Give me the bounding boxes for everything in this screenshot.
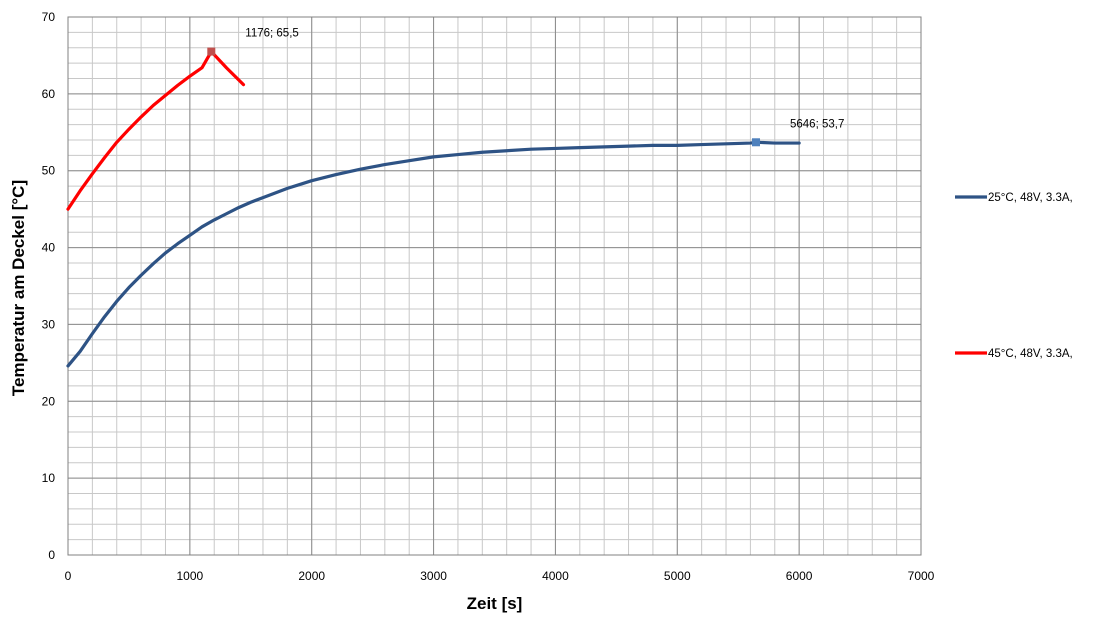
legend: 25°C, 48V, 3.3A, 45°C, 48V, 3.3A, — [955, 192, 1073, 360]
x-tick-label: 5000 — [664, 569, 691, 583]
plot-area-border — [67, 16, 922, 556]
series-line-1 — [66, 49, 246, 211]
annotation-label-1: 5646; 53,7 — [790, 118, 844, 130]
y-axis-title: Temperatur am Deckel [°C] — [9, 180, 28, 396]
y-tick-label: 30 — [42, 317, 56, 331]
y-tick-label: 60 — [42, 87, 56, 101]
x-tick-label: 1000 — [177, 569, 204, 583]
annotation-label-0: 1176; 65,5 — [245, 28, 299, 40]
data-annotations: 1176; 65,5 5646; 53,7 — [207, 28, 844, 147]
x-axis-tick-labels: 0 1000 2000 3000 4000 5000 6000 7000 — [65, 569, 935, 583]
y-tick-label: 0 — [48, 548, 55, 562]
legend-label-1: 45°C, 48V, 3.3A, — [988, 348, 1073, 360]
y-tick-label: 40 — [42, 241, 56, 255]
minor-gridlines — [67, 16, 922, 556]
x-tick-label: 4000 — [542, 569, 569, 583]
y-axis-tick-labels: 0 10 20 30 40 50 60 70 — [42, 10, 56, 562]
y-tick-label: 50 — [42, 164, 56, 178]
annotation-marker-0 — [207, 47, 216, 56]
x-tick-label: 2000 — [298, 569, 325, 583]
x-tick-label: 6000 — [786, 569, 813, 583]
y-tick-label: 20 — [42, 394, 56, 408]
y-tick-label: 70 — [42, 10, 56, 24]
x-axis-title: Zeit [s] — [467, 594, 523, 613]
x-tick-label: 0 — [65, 569, 72, 583]
major-gridlines — [67, 16, 922, 556]
y-tick-label: 10 — [42, 471, 56, 485]
series-lines — [66, 49, 801, 368]
series-line-0 — [66, 140, 801, 368]
annotation-marker-1 — [752, 138, 761, 147]
x-tick-label: 3000 — [420, 569, 447, 583]
x-tick-label: 7000 — [908, 569, 935, 583]
legend-label-0: 25°C, 48V, 3.3A, — [988, 192, 1073, 204]
